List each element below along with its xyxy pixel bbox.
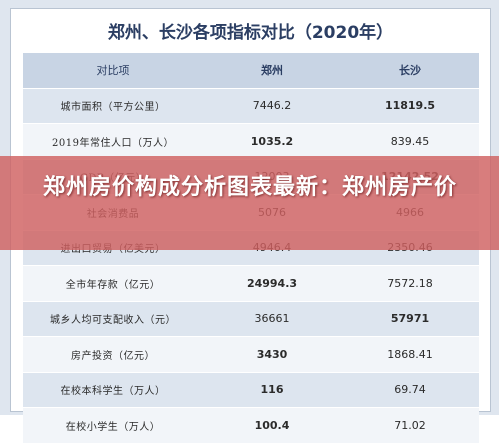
table-row: 2019年常住人口（万人） 1035.2 839.45	[23, 123, 479, 160]
header-row: 对比项 郑州 长沙	[23, 53, 479, 89]
row-label: 城市面积（平方公里）	[23, 88, 203, 124]
headline-text: 郑州房价构成分析图表最新：郑州房产价	[42, 175, 457, 200]
zhengzhou-value: 116	[203, 372, 341, 408]
row-label: 在校本科学生（万人）	[23, 372, 203, 408]
zhengzhou-value: 7446.2	[203, 88, 341, 124]
row-label: 房产投资（亿元）	[23, 336, 203, 373]
row-label: 2019年常住人口（万人）	[23, 123, 203, 160]
headline-banner	[0, 156, 499, 250]
table-row: 在校小学生（万人） 100.4 71.02	[23, 407, 479, 444]
changsha-value: 11819.5	[341, 88, 479, 124]
table-row: 城乡人均可支配收入（元） 36661 57971	[23, 301, 479, 337]
changsha-value: 7572.18	[341, 265, 479, 302]
zhengzhou-value: 24994.3	[203, 265, 341, 302]
table-title: 郑州、长沙各项指标对比（2020年）	[107, 22, 394, 43]
changsha-value: 69.74	[341, 372, 479, 408]
table-row: 全市年存款（亿元） 24994.3 7572.18	[23, 265, 479, 302]
header-item: 对比项	[23, 53, 203, 89]
row-label: 全市年存款（亿元）	[23, 265, 203, 302]
table-row: 房产投资（亿元） 3430 1868.41	[23, 336, 479, 373]
row-label: 城乡人均可支配收入（元）	[23, 301, 203, 337]
zhengzhou-value: 36661	[203, 301, 341, 337]
zhengzhou-value: 100.4	[203, 407, 341, 444]
header-zhengzhou: 郑州	[203, 53, 341, 89]
row-label: 在校小学生（万人）	[23, 407, 203, 444]
table-row: 城市面积（平方公里） 7446.2 11819.5	[23, 88, 479, 124]
changsha-value: 1868.41	[341, 336, 479, 373]
changsha-value: 839.45	[341, 123, 479, 160]
header-changsha: 长沙	[341, 53, 479, 89]
zhengzhou-value: 3430	[203, 336, 341, 373]
zhengzhou-value: 1035.2	[203, 123, 341, 160]
changsha-value: 71.02	[341, 407, 479, 444]
changsha-value: 57971	[341, 301, 479, 337]
table-row: 在校本科学生（万人） 116 69.74	[23, 372, 479, 408]
